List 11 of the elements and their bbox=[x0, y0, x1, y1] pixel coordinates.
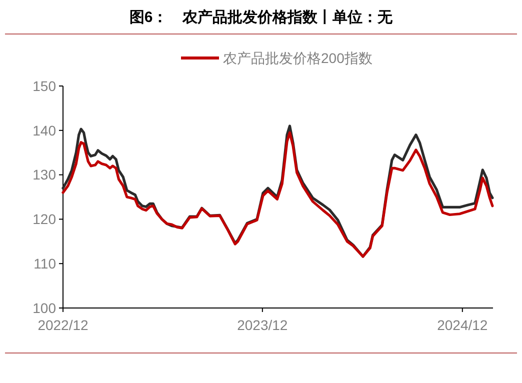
chart-title: 图6： 农产品批发价格指数丨单位：无 bbox=[129, 9, 394, 26]
y-tick-label: 140 bbox=[32, 122, 56, 138]
y-tick-label: 120 bbox=[32, 211, 56, 228]
y-tick-label: 100 bbox=[32, 300, 56, 316]
x-tick-label: 2023/12 bbox=[237, 317, 288, 333]
legend-label: 农产品批发价格200指数 bbox=[223, 50, 372, 66]
x-tick-label: 2024/12 bbox=[437, 317, 488, 333]
y-tick-label: 110 bbox=[34, 256, 56, 272]
y-tick-label: 130 bbox=[32, 166, 56, 183]
y-tick-label: 150 bbox=[32, 78, 56, 94]
x-tick-label: 2022/12 bbox=[38, 317, 89, 333]
